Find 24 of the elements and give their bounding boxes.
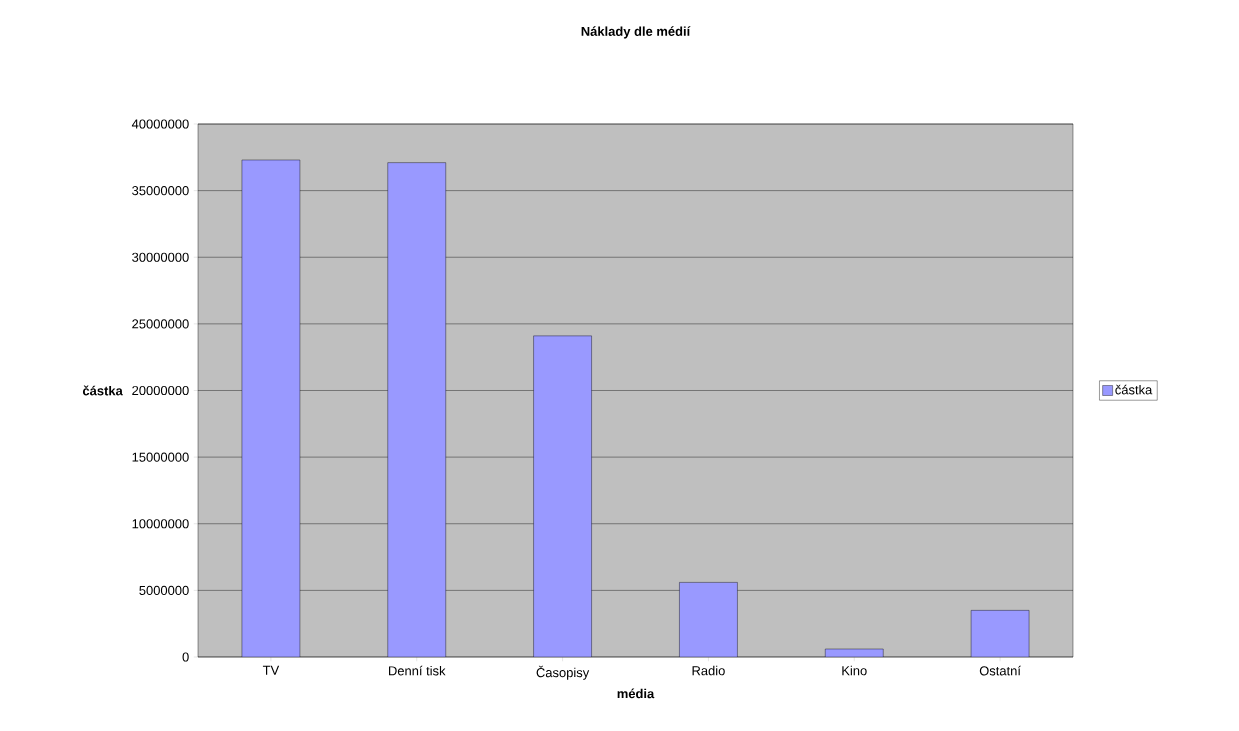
bar xyxy=(387,162,446,657)
chart-title: Náklady dle médií xyxy=(581,26,691,39)
y-tick-label: 35000000 xyxy=(132,186,189,196)
legend-label: částka xyxy=(1115,384,1153,395)
bar xyxy=(970,610,1030,657)
y-tick-label: 5000000 xyxy=(139,585,189,595)
y-tick-label: 10000000 xyxy=(132,519,189,529)
bar xyxy=(533,335,592,657)
x-tick-label: TV xyxy=(262,665,280,675)
bar xyxy=(679,582,738,657)
x-tick-label: Denní tisk xyxy=(389,665,446,676)
y-tick-label: 20000000 xyxy=(132,385,189,396)
x-axis-title: média xyxy=(617,688,655,699)
y-tick-label: 15000000 xyxy=(132,452,189,462)
x-tick-label: Kino xyxy=(842,665,867,676)
x-tick-label: Časopisy xyxy=(536,665,590,680)
x-tick-label: Radio xyxy=(692,665,725,676)
x-tick-label: Ostatní xyxy=(979,665,1021,676)
bar xyxy=(241,159,301,657)
y-tick-label: 25000000 xyxy=(132,319,189,329)
y-tick-label: 30000000 xyxy=(132,252,189,262)
y-axis-title: částka xyxy=(82,385,123,396)
y-tick-label: 40000000 xyxy=(131,119,189,129)
y-tick-label: 0 xyxy=(182,652,189,662)
